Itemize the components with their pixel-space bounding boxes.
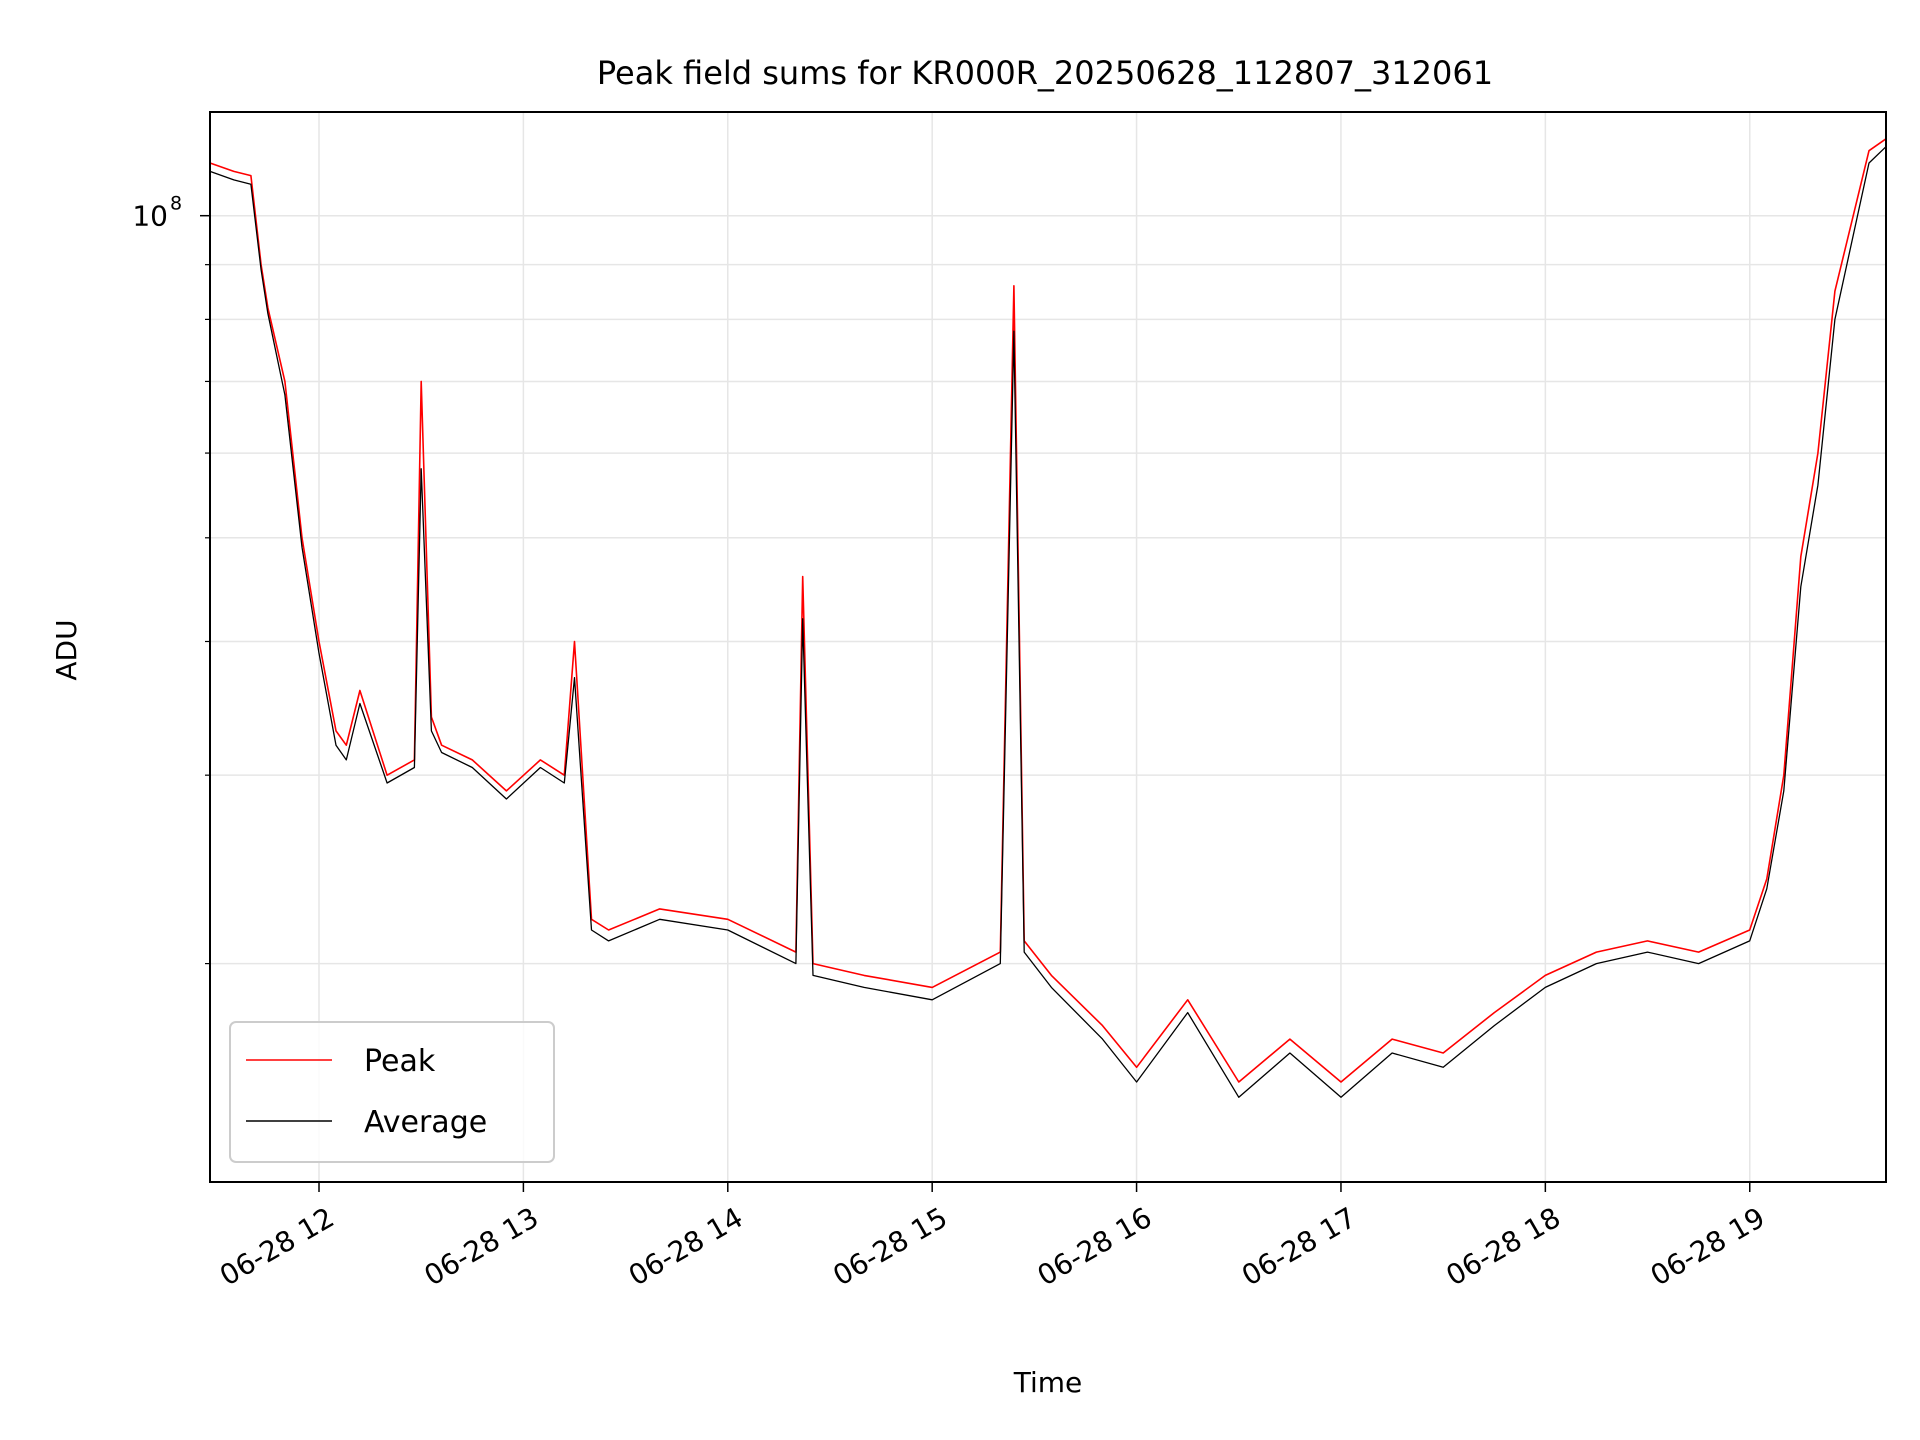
legend-label-average: Average — [364, 1105, 487, 1140]
x-axis-label: Time — [1013, 1366, 1083, 1399]
legend-label-peak: Peak — [364, 1044, 436, 1079]
legend-box — [229, 1021, 555, 1163]
y-axis: 10 8 — [132, 193, 210, 965]
grid — [210, 112, 1886, 1182]
y-tick-label-base: 10 — [132, 200, 168, 233]
series-line-average — [209, 146, 1887, 1098]
plot-frame — [209, 111, 1887, 1183]
chart-title: Peak field sums for KR000R_20250628_1128… — [597, 54, 1493, 92]
y-tick-label-exponent: 8 — [170, 193, 182, 215]
legend: Peak Average — [229, 1021, 555, 1163]
y-axis-label: ADU — [50, 619, 83, 680]
series-layer — [209, 138, 1887, 1098]
